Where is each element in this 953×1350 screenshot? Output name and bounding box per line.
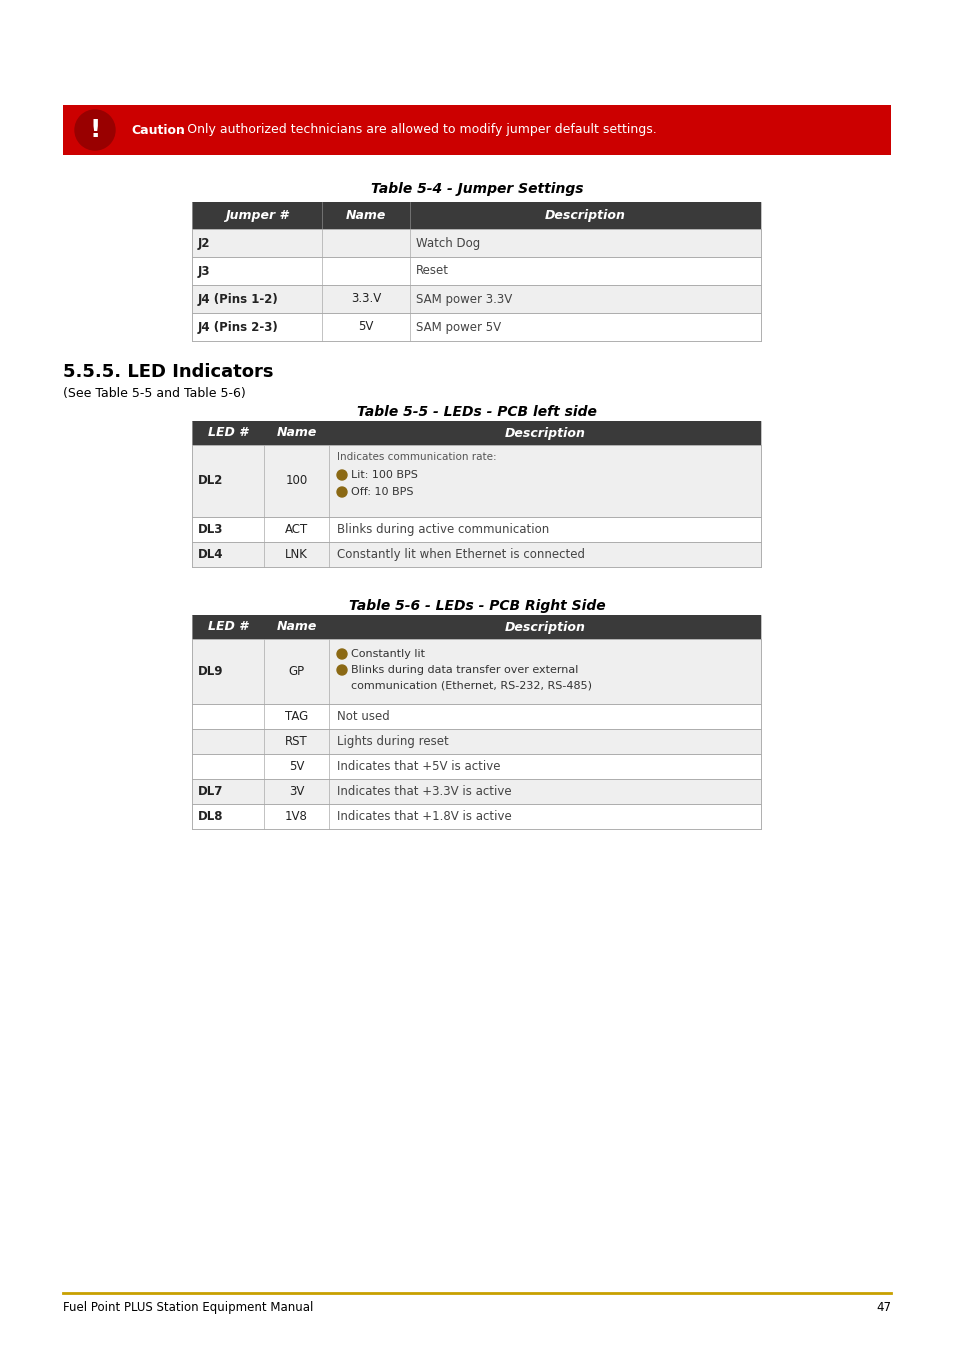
Text: GP: GP [288,666,304,678]
Bar [192,421,760,446]
Text: Table 5-6 - LEDs - PCB Right Side: Table 5-6 - LEDs - PCB Right Side [349,599,604,613]
Text: Description: Description [504,621,585,633]
Text: DL7: DL7 [198,784,223,798]
Text: Description: Description [504,427,585,440]
Bar [192,230,760,256]
Bar [192,313,760,342]
Text: 5V: 5V [358,320,374,333]
Bar [192,703,760,729]
Text: Watch Dog: Watch Dog [416,236,479,250]
Circle shape [336,649,347,659]
Text: Table 5-5 - LEDs - PCB left side: Table 5-5 - LEDs - PCB left side [356,405,597,418]
Bar [192,541,760,567]
Text: communication (Ethernet, RS-232, RS-485): communication (Ethernet, RS-232, RS-485) [351,680,592,691]
Text: Indicates communication rate:: Indicates communication rate: [336,452,497,462]
Text: SAM power 5V: SAM power 5V [416,320,500,333]
Text: TAG: TAG [285,710,308,724]
Bar [192,779,760,805]
Text: Indicates that +5V is active: Indicates that +5V is active [336,760,500,774]
Text: Indicates that +1.8V is active: Indicates that +1.8V is active [336,810,511,824]
Text: : Only authorized technicians are allowed to modify jumper default settings.: : Only authorized technicians are allowe… [179,123,656,136]
Text: Name: Name [276,621,316,633]
Text: J2: J2 [198,236,211,250]
Circle shape [75,109,115,150]
Circle shape [336,470,347,481]
Text: LED #: LED # [208,621,248,633]
Text: DL4: DL4 [198,548,223,562]
Text: DL9: DL9 [198,666,223,678]
Text: Off: 10 BPS: Off: 10 BPS [351,487,413,497]
Text: DL2: DL2 [198,474,223,487]
Bar [192,446,760,517]
Bar [63,105,890,155]
Circle shape [336,666,347,675]
Text: J4 (Pins 1-2): J4 (Pins 1-2) [198,293,278,305]
Text: Jumper #: Jumper # [225,209,289,221]
Text: SAM power 3.3V: SAM power 3.3V [416,293,512,305]
Bar [192,256,760,285]
Text: Constantly lit: Constantly lit [351,649,424,659]
Text: !: ! [90,117,101,142]
Text: Name: Name [276,427,316,440]
Text: (See Table 5-5 and Table 5-6): (See Table 5-5 and Table 5-6) [63,387,246,400]
Text: Fuel Point PLUS Station Equipment Manual: Fuel Point PLUS Station Equipment Manual [63,1301,313,1314]
Text: Lit: 100 BPS: Lit: 100 BPS [351,470,417,481]
Bar [192,639,760,703]
Text: ACT: ACT [285,522,308,536]
Text: Name: Name [345,209,386,221]
Text: Not used: Not used [336,710,390,724]
Text: Table 5-4 - Jumper Settings: Table 5-4 - Jumper Settings [371,182,582,196]
Bar [192,755,760,779]
Text: DL8: DL8 [198,810,223,824]
Bar [192,729,760,755]
Text: Lights during reset: Lights during reset [336,734,448,748]
Text: Indicates that +3.3V is active: Indicates that +3.3V is active [336,784,511,798]
Bar [192,805,760,829]
Text: Blinks during active communication: Blinks during active communication [336,522,549,536]
Text: 5.5.5. LED Indicators: 5.5.5. LED Indicators [63,363,274,381]
Text: LED #: LED # [208,427,248,440]
Text: 47: 47 [875,1301,890,1314]
Text: DL3: DL3 [198,522,223,536]
Text: 3V: 3V [289,784,304,798]
Text: Description: Description [544,209,625,221]
Text: RST: RST [285,734,308,748]
Text: LNK: LNK [285,548,308,562]
Text: J4 (Pins 2-3): J4 (Pins 2-3) [198,320,278,333]
Bar [192,616,760,639]
Text: 3.3.V: 3.3.V [351,293,381,305]
Bar [192,517,760,541]
Text: 1V8: 1V8 [285,810,308,824]
Text: Reset: Reset [416,265,449,278]
Bar [192,285,760,313]
Text: Blinks during data transfer over external: Blinks during data transfer over externa… [351,666,578,675]
Text: 5V: 5V [289,760,304,774]
Text: Constantly lit when Ethernet is connected: Constantly lit when Ethernet is connecte… [336,548,584,562]
Text: Caution: Caution [131,123,185,136]
Text: 100: 100 [285,474,307,487]
Bar [192,202,760,230]
Text: J3: J3 [198,265,211,278]
Circle shape [336,487,347,497]
